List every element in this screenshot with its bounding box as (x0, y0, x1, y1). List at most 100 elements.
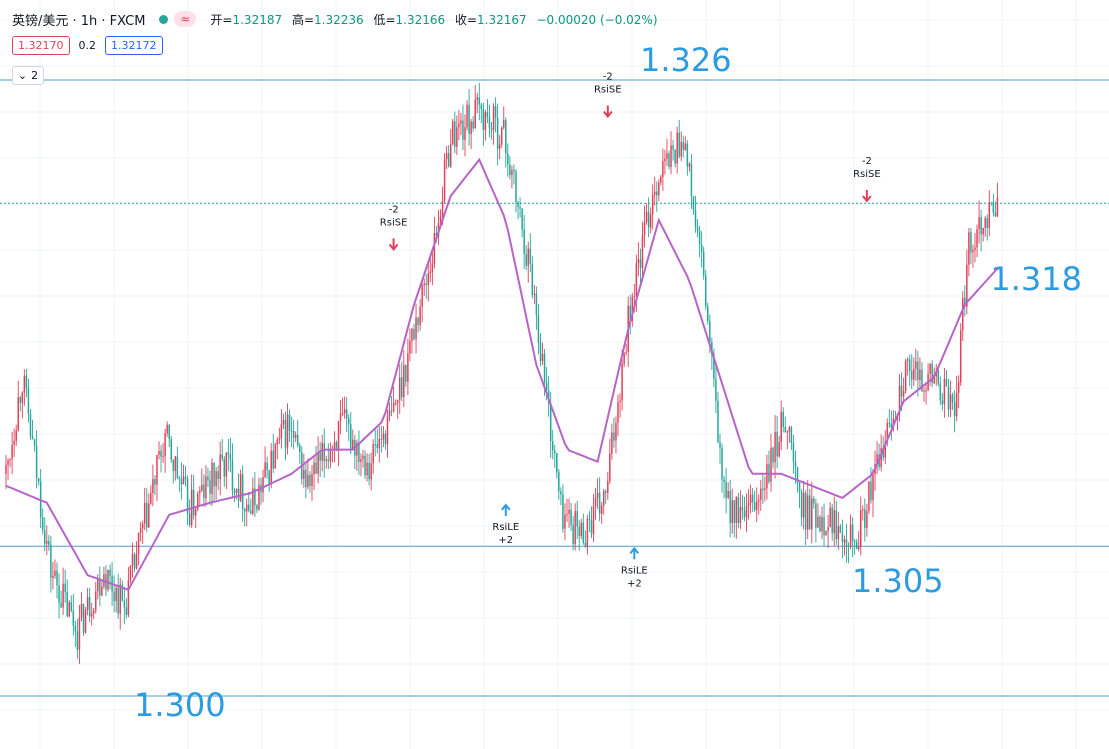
candle-body (284, 419, 287, 448)
candle-body (804, 492, 807, 530)
high-label: 高= (291, 12, 314, 27)
close-value: 1.32167 (477, 12, 527, 27)
candle-body (786, 431, 789, 433)
signal-value: -2 (389, 204, 399, 215)
candle-body (468, 104, 470, 135)
candle-body (570, 509, 572, 526)
candle-body (860, 510, 862, 547)
sell-arrow-icon (388, 238, 399, 251)
candle-body (554, 450, 556, 454)
candle-body (680, 141, 682, 157)
candle-body (164, 433, 166, 457)
low-label: 低= (373, 12, 396, 27)
level-label-1.326: 1.326 (640, 41, 732, 79)
candle-body (678, 132, 680, 157)
candle-body (123, 600, 126, 608)
open-value: 1.32187 (232, 12, 283, 27)
candle-body (937, 370, 940, 384)
candle-body (292, 431, 295, 438)
candle-body (23, 376, 26, 393)
candle-body (792, 442, 795, 462)
sell-button[interactable]: 1.32170 (12, 36, 70, 55)
signal-label: RsiSE (380, 217, 408, 228)
candle-body (256, 505, 258, 510)
candle-body (729, 491, 731, 523)
moving-average-line (5, 157, 999, 591)
candle-body (972, 249, 974, 253)
symbol-title[interactable]: 英镑/美元 · 1h · FXCM (12, 13, 146, 29)
candle-body (333, 442, 336, 450)
candle-body (217, 471, 219, 479)
candle-body (725, 482, 727, 498)
candle-body (564, 514, 566, 529)
candle-body (727, 491, 729, 498)
candle-body (262, 477, 264, 493)
candle-body (141, 523, 144, 529)
candle-body (704, 275, 707, 307)
candle-body (241, 474, 244, 509)
candle-body (507, 153, 509, 165)
candle-body (166, 424, 168, 434)
candle-body (464, 127, 466, 140)
candle-body (723, 479, 725, 483)
candle-body (715, 379, 717, 401)
candle-body (158, 450, 160, 455)
candle-body (902, 391, 905, 397)
candle-body (753, 502, 756, 510)
candle-body (870, 481, 872, 501)
candle-body (268, 470, 270, 485)
candle-body (556, 453, 558, 473)
signal-label: RsiLE (492, 522, 519, 533)
buy-button[interactable]: 1.32172 (105, 36, 163, 55)
candle-body (676, 132, 678, 164)
indicators-collapse-button[interactable]: ⌄ 2 (12, 66, 44, 85)
candle-body (205, 476, 207, 499)
candle-body (460, 120, 462, 124)
candle-body (908, 359, 911, 372)
candle-body (637, 259, 640, 264)
candle-body (109, 569, 111, 576)
candle-body (619, 400, 621, 403)
candle-body (313, 462, 315, 475)
candle-body (380, 438, 383, 440)
candle-body (647, 211, 650, 228)
candle-body (494, 106, 497, 118)
candle-body (913, 368, 915, 380)
candle-body (421, 285, 423, 307)
candle-body (368, 462, 370, 480)
candle-body (374, 444, 376, 446)
candle-body (645, 211, 648, 222)
candle-body (117, 587, 119, 614)
candle-body (343, 409, 346, 414)
candle-body (888, 423, 891, 425)
wave-icon[interactable]: ≈ (174, 11, 197, 27)
candle-body (517, 202, 519, 207)
candle-body (309, 475, 311, 486)
candle-body (443, 159, 446, 201)
candle-body (254, 488, 256, 506)
candle-body (566, 513, 568, 515)
candle-body (541, 353, 544, 362)
candle-body (370, 463, 372, 480)
candle-body (78, 617, 81, 650)
candle-body (943, 379, 946, 405)
candle-body (643, 221, 646, 236)
candle-body (62, 583, 64, 608)
candle-body (586, 518, 589, 547)
candle-body (431, 263, 434, 272)
candle-body (700, 244, 703, 252)
candle-body (994, 212, 997, 217)
candle-body (755, 501, 758, 510)
candle-body (417, 317, 419, 325)
signal-value: +2 (627, 578, 642, 589)
candle-body (303, 469, 305, 479)
candle-body (692, 196, 695, 210)
candle-body (778, 442, 780, 457)
candle-body (605, 491, 607, 493)
candle-body (321, 443, 323, 461)
candle-body (50, 544, 52, 578)
candle-body (762, 488, 764, 491)
candle-body (362, 455, 364, 459)
candle-body (427, 273, 430, 285)
